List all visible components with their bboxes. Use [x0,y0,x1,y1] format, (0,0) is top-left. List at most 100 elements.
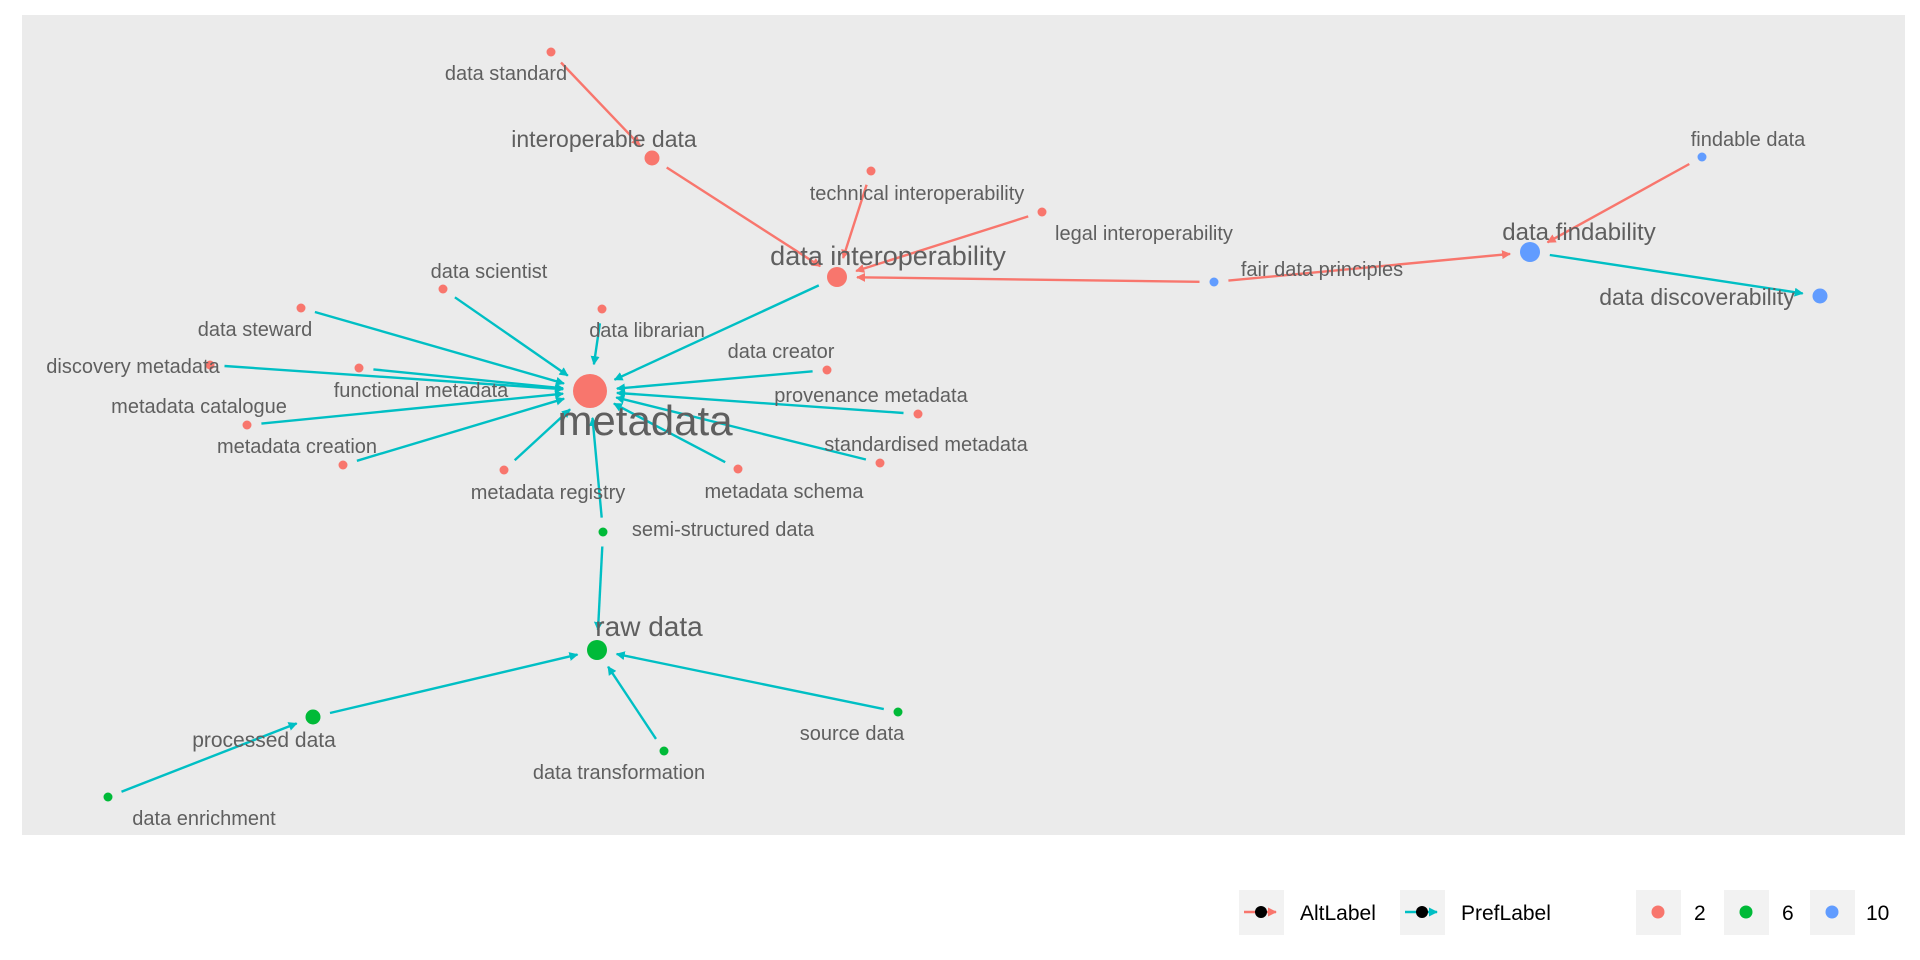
node-label-raw-data: raw data [595,611,703,642]
node-discovery-metadata[interactable] [205,360,215,370]
edge-metadata-registry-to-metadata [513,408,571,462]
legend-group-10-label: 10 [1866,902,1889,925]
node-label-data-creator: data creator [728,341,835,363]
edge-functional-metadata-to-metadata [373,368,564,392]
node-data-scientist[interactable] [438,284,448,294]
edge-technical-interoperability-to-data-interoperability [841,184,868,259]
legend-group-2-dot [1651,905,1665,919]
node-data-steward[interactable] [296,303,306,313]
node-label-data-discoverability: data discoverability [1599,284,1795,310]
edge-data-creator-to-metadata [616,370,813,393]
node-label-metadata-creation: metadata creation [217,436,377,458]
node-label-data-transformation: data transformation [533,762,705,784]
edge-fair-data-principles-to-data-findability [1228,250,1511,282]
edge-data-enrichment-to-processed-data [121,722,298,793]
node-label-interoperable-data: interoperable data [511,126,697,152]
node-legal-interoperability[interactable] [1037,207,1047,217]
node-label-data-scientist: data scientist [431,261,548,283]
node-label-metadata-catalogue: metadata catalogue [111,396,287,418]
node-interoperable-data[interactable] [644,150,660,166]
edge-data-steward-to-metadata [314,310,565,386]
edge-data-interoperability-to-metadata [613,284,820,381]
edge-layer [121,61,1804,793]
node-data-interoperability[interactable] [827,267,847,287]
node-label-data-interoperability: data interoperability [770,241,1006,271]
edge-data-librarian-to-metadata [590,323,602,366]
node-label-metadata: metadata [557,397,733,444]
legend-group-10: 10 [1810,890,1889,935]
node-provenance-metadata[interactable] [913,409,923,419]
node-metadata-registry[interactable] [499,465,509,475]
node-label-data-librarian: data librarian [589,320,705,342]
node-label-fair-data-principles: fair data principles [1241,259,1403,281]
node-metadata-schema[interactable] [733,464,743,474]
edge-discovery-metadata-to-metadata [224,364,564,394]
legend-group-6-dot [1739,905,1753,919]
node-source-data[interactable] [893,707,903,717]
edge-processed-data-to-raw-data [329,652,579,715]
node-label-metadata-registry: metadata registry [471,482,626,504]
node-layer [103,47,1828,802]
legend: AltLabel PrefLabel 2 6 10 [1239,890,1889,935]
node-data-transformation[interactable] [659,746,669,756]
node-metadata[interactable] [573,374,607,408]
legend-preflabel-label: PrefLabel [1461,902,1551,925]
node-processed-data[interactable] [305,709,321,725]
node-functional-metadata[interactable] [354,363,364,373]
legend-altlabel-dot [1255,906,1267,918]
node-findable-data[interactable] [1697,152,1707,162]
plot-panel [22,15,1905,835]
node-metadata-creation[interactable] [338,460,348,470]
edge-data-findability-to-data-discoverability [1549,253,1804,297]
legend-edge-altlabel: AltLabel [1239,890,1376,935]
node-metadata-catalogue[interactable] [242,420,252,430]
edge-metadata-creation-to-metadata [356,396,565,462]
node-label-processed-data: processed data [192,729,336,752]
node-label-metadata-schema: metadata schema [705,481,865,503]
edge-metadata-schema-to-metadata [613,402,726,464]
edge-semi-structured-data-to-raw-data [593,546,604,631]
node-label-semi-structured-data: semi-structured data [632,519,815,541]
legend-preflabel-dot [1416,906,1428,918]
node-technical-interoperability[interactable] [866,166,876,176]
legend-group-2: 2 [1636,890,1706,935]
node-data-discoverability[interactable] [1812,288,1828,304]
node-label-legal-interoperability: legal interoperability [1055,223,1233,245]
edge-fair-data-principles-to-data-interoperability [856,272,1200,283]
node-standardised-metadata[interactable] [875,458,885,468]
legend-group-10-dot [1825,905,1839,919]
node-data-findability[interactable] [1520,242,1540,262]
edge-standardised-metadata-to-metadata [615,395,867,461]
edge-legal-interoperability-to-data-interoperability [855,215,1029,273]
edge-interoperable-data-to-data-interoperability [666,166,821,268]
label-layer: data standard interoperable data technical… [46,63,1806,830]
node-label-data-standard: data standard [445,63,567,85]
legend-group-6: 6 [1724,890,1794,935]
node-label-discovery-metadata: discovery metadata [46,356,220,378]
legend-altlabel-label: AltLabel [1300,902,1376,925]
node-data-librarian[interactable] [597,304,607,314]
node-raw-data[interactable] [587,640,607,660]
node-data-enrichment[interactable] [103,792,113,802]
node-label-data-findability: data findability [1502,219,1655,246]
node-label-standardised-metadata: standardised metadata [824,434,1028,456]
edge-data-scientist-to-metadata [454,296,569,377]
node-label-functional-metadata: functional metadata [334,380,509,402]
edge-data-standard-to-interoperable-data [560,61,641,147]
node-label-provenance-metadata: provenance metadata [774,385,968,407]
node-label-data-steward: data steward [198,319,313,341]
edge-source-data-to-raw-data [615,651,885,711]
node-label-data-enrichment: data enrichment [132,808,276,830]
edge-semi-structured-data-to-metadata [588,417,603,518]
node-data-standard[interactable] [546,47,556,57]
node-fair-data-principles[interactable] [1209,277,1219,287]
node-label-findable-data: findable data [1691,129,1806,151]
legend-edge-preflabel: PrefLabel [1400,890,1551,935]
node-label-technical-interoperability: technical interoperability [810,183,1025,205]
edge-findable-data-to-data-findability [1546,162,1690,244]
legend-group-6-label: 6 [1782,902,1794,925]
node-label-source-data: source data [800,723,905,745]
node-semi-structured-data[interactable] [598,527,608,537]
node-data-creator[interactable] [822,365,832,375]
